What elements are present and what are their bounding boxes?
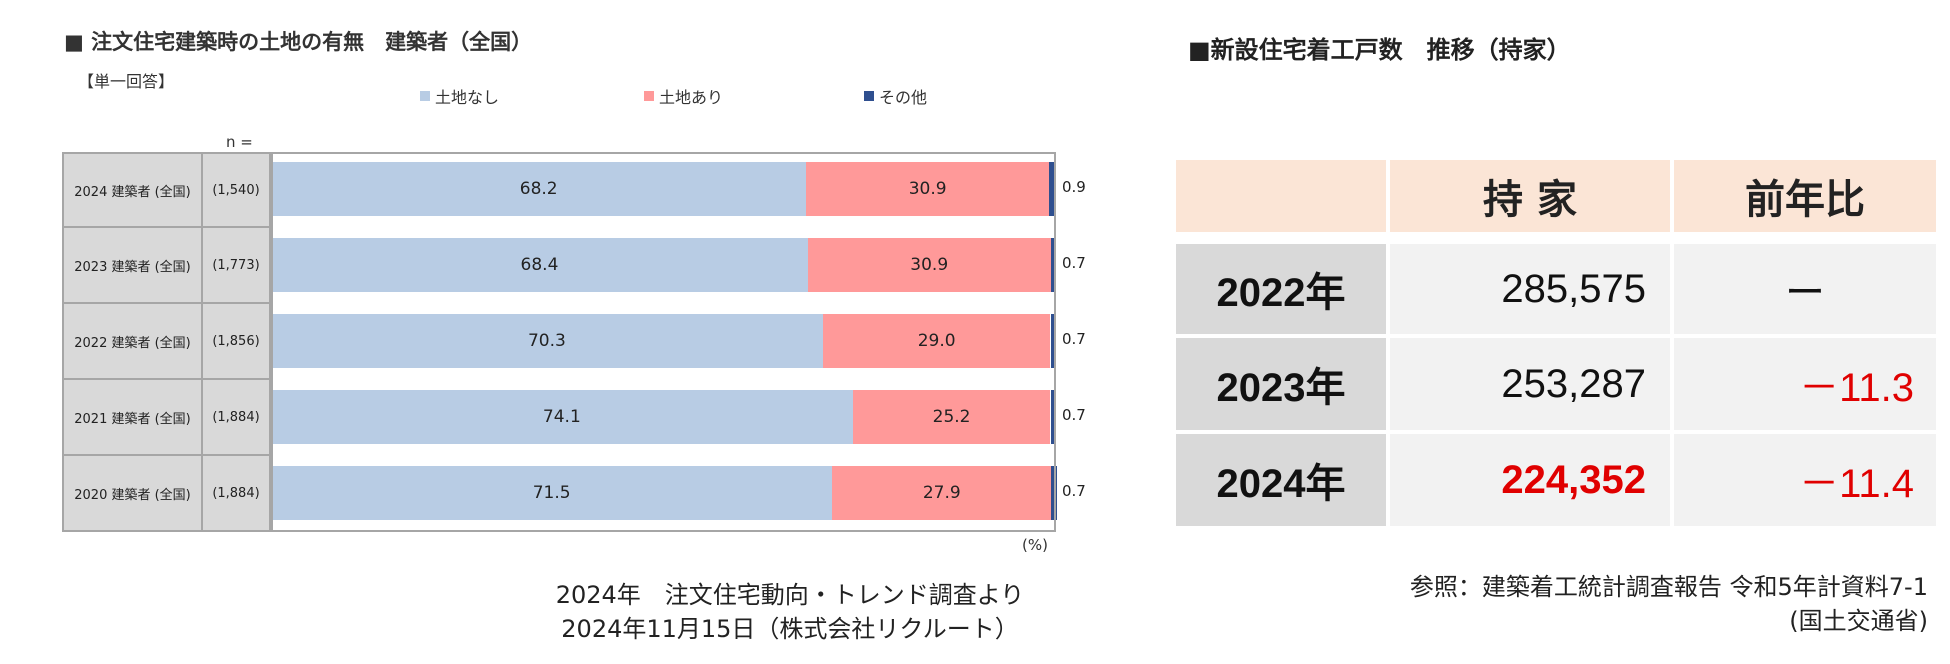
data-label-other: 0.7 [1062,254,1086,272]
row-sample-size: (1,856) [203,304,271,380]
row-2024-value: 224,352 [1390,434,1670,526]
bars-area: 68.2 30.9 0.9 68.4 30.9 0.7 70.3 29.0 0.7 74.1 25.… [271,152,1086,532]
data-label-other: 0.7 [1062,406,1086,424]
survey-source-line1: 2024年 注文住宅動向・トレンド調査より [555,581,1025,609]
bar-segment-other [1048,162,1056,216]
bar-segment-no-land: 68.2 [271,162,807,216]
header-owner-occupied: 持 家 [1390,160,1670,232]
sample-size-header: n = [226,133,253,151]
bar-segment-other [1050,314,1056,368]
bar-segment-no-land: 68.4 [271,238,808,292]
plot-border [271,152,1056,532]
chart-subtitle: 【単一回答】 [78,72,175,91]
legend-label-other: その他 [879,88,928,107]
statistics-source-line2: (国土交通省) [1789,607,1928,635]
chart-title: ■ 注文住宅建築時の土地の有無 建築者（全国） [64,30,533,54]
legend-swatch-other [864,91,874,101]
row-2022-yoy: ー [1674,244,1936,334]
row-2022-year: 2022年 [1176,244,1386,334]
row-sample-size: (1,884) [203,380,271,456]
bar-segment-other [1050,390,1056,444]
row-2022-value: 285,575 [1390,244,1670,334]
row-sample-size: (1,884) [203,456,271,532]
bar-segment-no-land: 70.3 [271,314,823,368]
stacked-bar-chart: 2024 建築者 (全国) (1,540) 2023 建築者 (全国) (1,773)… [62,152,1086,532]
row-sample-size: (1,773) [203,228,271,304]
bar-segment-with-land: 29.0 [822,314,1051,368]
row-2023-value: 253,287 [1390,338,1670,430]
row-label: 2024 建築者 (全国) [62,152,203,228]
row-2024-year: 2024年 [1176,434,1386,526]
statistics-source-line1: 参照：建築着工統計調査報告 令和5年計資料7-1 [1409,573,1928,601]
bar-segment-no-land: 71.5 [271,466,833,520]
row-2023-year: 2023年 [1176,338,1386,430]
legend-swatch-no-land [420,91,430,101]
legend-item-other: その他 [864,84,927,108]
statistics-source: 参照：建築着工統計調査報告 令和5年計資料7-1 (国土交通省) [1300,570,1928,638]
data-label-other: 0.7 [1062,330,1086,348]
data-label-other: 0.9 [1062,178,1086,196]
bar-segment-with-land: 27.9 [832,466,1052,520]
header-blank-cell [1176,160,1386,232]
header-yoy: 前年比 [1674,160,1936,232]
row-label: 2023 建築者 (全国) [62,228,203,304]
row-2023-yoy: －11.3 [1674,338,1936,430]
legend-swatch-with-land [644,91,654,101]
row-label: 2020 建築者 (全国) [62,456,203,532]
legend-item-with-land: 土地あり [644,84,723,108]
row-label: 2021 建築者 (全国) [62,380,203,456]
legend-label-with-land: 土地あり [659,88,724,107]
data-label-other: 0.7 [1062,482,1086,500]
bar-segment-with-land: 25.2 [852,390,1051,444]
survey-source-line2: 2024年11月15日（株式会社リクルート） [561,615,1019,643]
bar-segment-other [1050,238,1056,292]
unit-label: (%) [1022,536,1048,554]
row-label: 2022 建築者 (全国) [62,304,203,380]
legend-item-no-land: 土地なし [420,84,499,108]
row-2024-yoy: －11.4 [1674,434,1936,526]
table-title: ■新設住宅着工戸数 推移（持家） [1188,36,1571,64]
bar-segment-with-land: 30.9 [807,238,1051,292]
bar-segment-with-land: 30.9 [806,162,1049,216]
row-sample-size: (1,540) [203,152,271,228]
bar-segment-no-land: 74.1 [271,390,853,444]
survey-source: 2024年 注文住宅動向・トレンド調査より 2024年11月15日（株式会社リク… [520,578,1060,646]
legend-label-no-land: 土地なし [435,88,500,107]
